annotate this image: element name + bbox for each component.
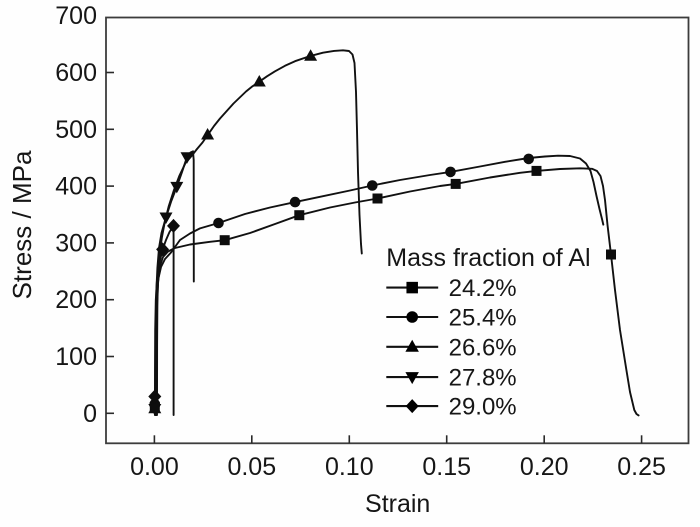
svg-text:24.2%: 24.2% xyxy=(449,275,517,302)
svg-text:500: 500 xyxy=(55,116,97,144)
svg-text:0.00: 0.00 xyxy=(130,453,179,481)
svg-text:Strain: Strain xyxy=(365,490,430,518)
svg-text:0.20: 0.20 xyxy=(520,453,569,481)
svg-text:0: 0 xyxy=(83,400,97,428)
svg-text:0.05: 0.05 xyxy=(227,453,276,481)
svg-text:600: 600 xyxy=(55,59,97,87)
svg-text:0.15: 0.15 xyxy=(422,453,471,481)
svg-text:Stress / MPa: Stress / MPa xyxy=(7,150,37,299)
svg-text:26.6%: 26.6% xyxy=(449,334,517,361)
svg-text:300: 300 xyxy=(55,229,97,257)
svg-text:700: 700 xyxy=(55,2,97,30)
svg-text:0.25: 0.25 xyxy=(617,453,666,481)
svg-text:200: 200 xyxy=(55,286,97,314)
svg-text:27.8%: 27.8% xyxy=(449,365,517,392)
svg-text:100: 100 xyxy=(55,343,97,371)
svg-text:Mass fraction of Al: Mass fraction of Al xyxy=(386,244,590,272)
svg-text:25.4%: 25.4% xyxy=(449,305,517,332)
svg-text:400: 400 xyxy=(55,173,97,201)
svg-text:0.10: 0.10 xyxy=(325,453,374,481)
svg-text:29.0%: 29.0% xyxy=(449,394,517,421)
